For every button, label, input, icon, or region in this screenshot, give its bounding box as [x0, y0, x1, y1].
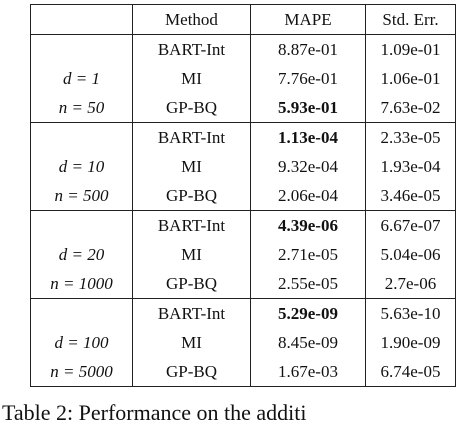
data-row: d = 100 MI 8.45e-09 1.90e-09	[30, 328, 456, 357]
group-label: d = 10	[30, 152, 133, 181]
group-label: n = 5000	[30, 357, 133, 387]
header-cell: MAPE	[250, 4, 366, 35]
group-label: d = 20	[30, 240, 133, 269]
data-row: BART-Int 1.13e-04 2.33e-05	[30, 122, 456, 152]
data-row: n = 1000 GP-BQ 2.55e-05 2.7e-06	[30, 269, 456, 299]
cell: BART-Int	[132, 122, 251, 152]
cell: 2.55e-05	[250, 269, 366, 299]
cell: MI	[132, 240, 251, 269]
data-row: n = 50 GP-BQ 5.93e-01 7.63e-02	[30, 93, 456, 123]
cell: 6.74e-05	[365, 357, 456, 387]
cell: 2.06e-04	[250, 181, 366, 211]
data-row: d = 1 MI 7.76e-01 1.06e-01	[30, 64, 456, 93]
group-label: n = 1000	[30, 269, 133, 299]
results-table: Method MAPE Std. Err. BART-Int 8.87e-01 1.09e…	[30, 4, 456, 387]
cell: 5.63e-10	[365, 298, 456, 328]
cell: GP-BQ	[132, 93, 251, 123]
data-row: n = 500 GP-BQ 2.06e-04 3.46e-05	[30, 181, 456, 211]
cell: 5.04e-06	[365, 240, 456, 269]
cell: 6.67e-07	[365, 210, 456, 240]
data-row: BART-Int 4.39e-06 6.67e-07	[30, 210, 456, 240]
cell: 1.93e-04	[365, 152, 456, 181]
cell: 2.33e-05	[365, 122, 456, 152]
group-label	[30, 34, 133, 64]
group-label	[30, 298, 133, 328]
cell: 5.29e-09	[250, 298, 366, 328]
group-label	[30, 122, 133, 152]
data-row: n = 5000 GP-BQ 1.67e-03 6.74e-05	[30, 357, 456, 387]
data-row: BART-Int 8.87e-01 1.09e-01	[30, 34, 456, 64]
cell: 1.13e-04	[250, 122, 366, 152]
cell: 1.90e-09	[365, 328, 456, 357]
cell: MI	[132, 64, 251, 93]
cell: 3.46e-05	[365, 181, 456, 211]
cell: 1.06e-01	[365, 64, 456, 93]
cell: BART-Int	[132, 34, 251, 64]
cell: 7.76e-01	[250, 64, 366, 93]
group-label: n = 50	[30, 93, 133, 123]
cell: 8.87e-01	[250, 34, 366, 64]
cell: MI	[132, 152, 251, 181]
group-label: d = 100	[30, 328, 133, 357]
cell: 9.32e-04	[250, 152, 366, 181]
cell: GP-BQ	[132, 269, 251, 299]
cell: 1.09e-01	[365, 34, 456, 64]
cell: 8.45e-09	[250, 328, 366, 357]
cell: 2.7e-06	[365, 269, 456, 299]
header-cell: Std. Err.	[365, 4, 456, 35]
cell: BART-Int	[132, 298, 251, 328]
caption: Table 2: Performance on the additi	[2, 400, 307, 425]
group-label: d = 1	[30, 64, 133, 93]
group-label	[30, 210, 133, 240]
header-cell: Method	[132, 4, 251, 35]
data-row: d = 10 MI 9.32e-04 1.93e-04	[30, 152, 456, 181]
corner-cell	[30, 4, 133, 35]
cell: 2.71e-05	[250, 240, 366, 269]
group-label: n = 500	[30, 181, 133, 211]
cell: 1.67e-03	[250, 357, 366, 387]
data-row: d = 20 MI 2.71e-05 5.04e-06	[30, 240, 456, 269]
cell: 7.63e-02	[365, 93, 456, 123]
cell: MI	[132, 328, 251, 357]
cell: GP-BQ	[132, 357, 251, 387]
cell: 5.93e-01	[250, 93, 366, 123]
cell: 4.39e-06	[250, 210, 366, 240]
cell: GP-BQ	[132, 181, 251, 211]
cell: BART-Int	[132, 210, 251, 240]
data-row: BART-Int 5.29e-09 5.63e-10	[30, 298, 456, 328]
header-row: Method MAPE Std. Err.	[30, 4, 456, 35]
